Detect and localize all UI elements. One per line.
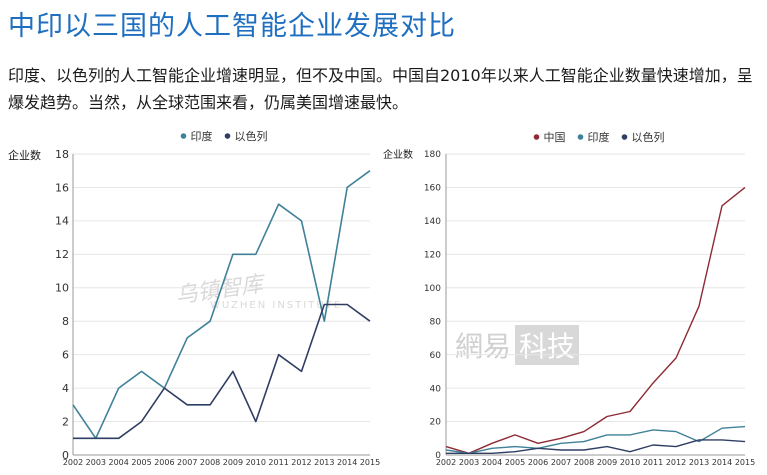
y-tick-label: 0 xyxy=(435,451,441,461)
series-line xyxy=(72,170,371,440)
page-description: 印度、以色列的人工智能企业增速明显，但不及中国。中国自2010年以来人工智能企业… xyxy=(8,66,753,112)
x-tick-label: 2013 xyxy=(689,458,709,467)
x-tick-label: 2011 xyxy=(643,458,663,467)
y-tick-label: 16 xyxy=(55,181,69,194)
legend-label: 印度 xyxy=(191,129,213,143)
x-tick-label: 2006 xyxy=(154,458,174,467)
y-tick-label: 140 xyxy=(424,217,441,227)
x-tick-label: 2010 xyxy=(246,458,266,467)
x-tick-label: 2004 xyxy=(109,458,129,467)
y-tick-label: 80 xyxy=(430,317,442,327)
x-tick-label: 2011 xyxy=(268,458,288,467)
x-tick-label: 2015 xyxy=(360,458,380,467)
legend-label: 以色列 xyxy=(632,130,665,144)
y-tick-label: 40 xyxy=(430,384,442,394)
legend-label: 中国 xyxy=(544,131,566,144)
y-tick-label: 4 xyxy=(62,382,69,395)
x-tick-label: 2014 xyxy=(337,458,357,467)
x-tick-label: 2006 xyxy=(528,458,548,467)
y-tick-label: 100 xyxy=(424,284,441,294)
y-tick-label: 60 xyxy=(430,351,442,361)
x-tick-label: 2007 xyxy=(177,458,197,467)
legend-marker xyxy=(180,133,187,139)
legend-marker xyxy=(577,134,584,140)
legend-marker xyxy=(224,133,231,139)
y-tick-label: 20 xyxy=(430,418,442,428)
series-line xyxy=(445,425,746,454)
x-tick-label: 2003 xyxy=(459,458,479,467)
y-tick-label: 12 xyxy=(55,248,69,261)
x-tick-label: 2012 xyxy=(666,458,686,467)
series-line xyxy=(446,439,746,454)
y-tick-label: 0 xyxy=(62,449,69,462)
x-tick-label: 2012 xyxy=(291,458,311,467)
y-tick-label: 18 xyxy=(55,148,69,161)
y-tick-label: 6 xyxy=(62,349,69,362)
y-tick-label: 2 xyxy=(62,415,69,428)
x-tick-label: 2005 xyxy=(131,458,151,467)
y-tick-label: 10 xyxy=(55,282,69,295)
x-tick-label: 2013 xyxy=(314,458,334,467)
x-tick-label: 2009 xyxy=(597,458,617,467)
x-tick-label: 2009 xyxy=(223,458,243,467)
y-axis-label: 企业数 xyxy=(383,148,413,161)
y-tick-label: 8 xyxy=(62,315,69,328)
legend-marker xyxy=(621,134,628,140)
x-tick-label: 2002 xyxy=(63,458,83,467)
y-axis-label: 企业数 xyxy=(8,148,41,162)
x-tick-label: 2002 xyxy=(436,458,456,467)
x-tick-label: 2015 xyxy=(735,458,755,467)
series-line xyxy=(73,303,371,440)
x-tick-label: 2008 xyxy=(574,458,594,467)
y-tick-label: 180 xyxy=(424,150,441,160)
page-title: 中印以三国的人工智能企业发展对比 xyxy=(8,11,456,42)
x-tick-label: 2014 xyxy=(712,458,732,467)
series-line xyxy=(445,186,746,454)
y-tick-label: 160 xyxy=(424,184,441,194)
legend-label: 以色列 xyxy=(235,129,268,143)
x-tick-label: 2010 xyxy=(620,458,640,467)
x-tick-label: 2007 xyxy=(551,458,571,467)
y-tick-label: 14 xyxy=(55,215,69,228)
x-tick-label: 2008 xyxy=(200,458,220,467)
x-tick-label: 2005 xyxy=(505,458,525,467)
x-tick-label: 2003 xyxy=(86,458,106,467)
x-tick-label: 2004 xyxy=(482,458,502,467)
legend-label: 印度 xyxy=(588,130,610,144)
y-tick-label: 120 xyxy=(424,250,441,260)
legend-marker xyxy=(533,134,540,140)
